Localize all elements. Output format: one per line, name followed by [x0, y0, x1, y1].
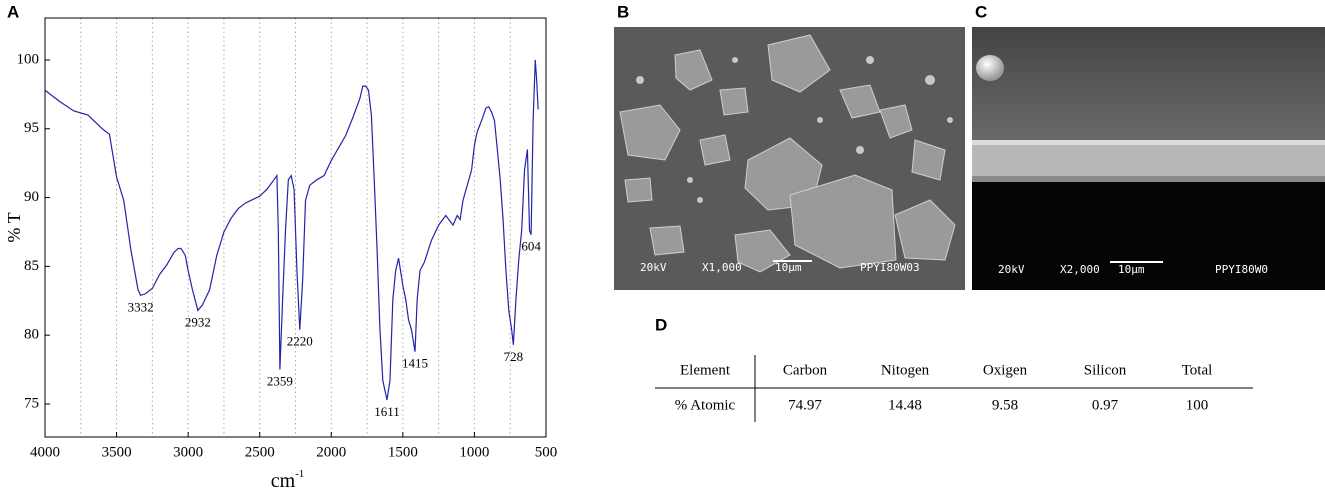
panel-label: B [617, 2, 629, 21]
table-header-cell: Nitogen [881, 362, 930, 378]
x-tick-label: 1000 [459, 444, 489, 460]
panel-label: C [975, 2, 987, 21]
table-header-cell: Oxigen [983, 362, 1028, 378]
x-axis-label-exponent: -1 [295, 468, 304, 480]
x-axis-label: cm-1 [271, 468, 305, 492]
panel-label: D [655, 315, 667, 334]
y-axis-label: % T [4, 212, 24, 242]
peak-label: 1415 [402, 356, 428, 371]
x-tick-label: 500 [535, 444, 558, 460]
sem-sample: PPYI80W0 [1215, 263, 1268, 276]
peak-label: 2932 [185, 314, 211, 329]
sem-scale: 10µm [775, 261, 802, 274]
x-axis-label-unit: cm [271, 470, 296, 492]
peak-label: 604 [521, 239, 541, 254]
table-header-cell: Silicon [1084, 362, 1127, 378]
plot-frame [44, 17, 547, 438]
table-cell: 9.58 [992, 397, 1018, 413]
table-cell: 100 [1186, 397, 1209, 413]
y-tick-label: 85 [24, 258, 39, 274]
sem-image-b [614, 27, 965, 290]
panel-label: A [7, 2, 19, 21]
x-tick-label: 2500 [245, 444, 275, 460]
peak-label: 2359 [267, 374, 293, 389]
table-cell: 0.97 [1092, 397, 1119, 413]
table-cell: 74.97 [788, 397, 822, 413]
y-tick-label: 75 [24, 395, 39, 411]
y-tick-label: 80 [24, 327, 39, 343]
table-header-cell: Element [680, 362, 731, 378]
peak-label: 2220 [287, 334, 313, 349]
table-cell: % Atomic [675, 397, 736, 413]
sem-scale: 10µm [1118, 263, 1145, 276]
spectrum-line [44, 59, 539, 400]
x-tick-label: 3500 [102, 444, 132, 460]
table-header-cell: Total [1182, 362, 1213, 378]
x-tick-label: 1500 [388, 444, 418, 460]
sem-magnification: X2,000 [1060, 263, 1100, 276]
peak-label: 1611 [374, 404, 400, 419]
y-tick-label: 95 [24, 120, 39, 136]
peak-label: 3332 [128, 299, 154, 314]
x-tick-label: 2000 [316, 444, 346, 460]
sem-magnification: X1,000 [702, 261, 742, 274]
table-header-cell: Carbon [783, 362, 828, 378]
sem-voltage: 20kV [640, 261, 667, 274]
sem-image-c [972, 27, 1325, 290]
sem-voltage: 20kV [998, 263, 1025, 276]
x-tick-label: 4000 [30, 444, 60, 460]
table-cell: 14.48 [888, 397, 922, 413]
y-tick-label: 90 [24, 189, 39, 205]
y-tick-label: 100 [17, 51, 40, 67]
sem-sample: PPYI80W03 [860, 261, 920, 274]
x-tick-label: 3000 [173, 444, 203, 460]
peak-label: 728 [504, 349, 524, 364]
